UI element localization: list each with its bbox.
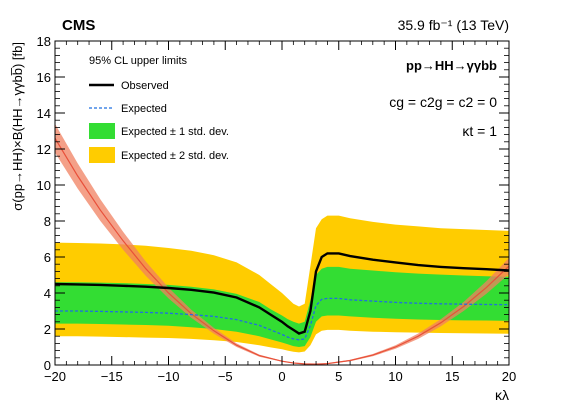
x-tick-label: −20 — [44, 369, 66, 384]
coupling-label-2: κt = 1 — [462, 123, 497, 139]
coupling-label-1: cg = c2g = c2 = 0 — [389, 94, 497, 110]
y-tick-label: 2 — [44, 322, 51, 337]
legend-label: Observed — [121, 80, 169, 92]
x-axis-label: κλ — [495, 387, 509, 403]
legend-swatch-band — [89, 147, 115, 163]
y-tick-label: 8 — [44, 214, 51, 229]
x-tick-label: 15 — [445, 369, 459, 384]
legend: 95% CL upper limits Observed Expected Expec… — [89, 55, 229, 163]
y-tick-label: 6 — [44, 250, 51, 265]
observed-line — [55, 252, 509, 335]
legend-label: Expected — [121, 103, 167, 115]
y-tick-label: 18 — [37, 34, 51, 49]
x-tick-label: −15 — [101, 369, 123, 384]
y-tick-label: 16 — [37, 70, 51, 85]
x-tick-label: −10 — [157, 369, 179, 384]
axis-ticks: −20 −15 −10 −5 0 5 10 15 20 0 2 4 6 8 10 12 14 16 18 — [37, 34, 517, 384]
x-tick-label: 20 — [502, 369, 516, 384]
experiment-label: CMS — [62, 17, 95, 34]
x-tick-label: 10 — [388, 369, 402, 384]
y-tick-label: 4 — [44, 286, 51, 301]
y-tick-label: 14 — [37, 106, 51, 121]
legend-swatch-band — [89, 123, 115, 139]
x-tick-label: −5 — [218, 369, 233, 384]
luminosity-label: 35.9 fb⁻¹ (13 TeV) — [398, 17, 509, 33]
y-tick-label: 12 — [37, 142, 51, 157]
expected-line — [55, 297, 509, 341]
x-tick-label: 5 — [335, 369, 342, 384]
legend-label: Expected ± 1 std. dev. — [121, 126, 229, 138]
legend-title: 95% CL upper limits — [89, 55, 188, 67]
y-tick-label: 0 — [44, 358, 51, 373]
y-tick-label: 10 — [37, 178, 51, 193]
legend-label: Expected ± 2 std. dev. — [121, 150, 229, 162]
process-label: pp→HH→γγbb — [406, 58, 497, 73]
x-tick-label: 0 — [278, 369, 285, 384]
y-axis-label: σ(pp→HH)×B(HH→γγbb̅) [fb] — [10, 42, 25, 211]
